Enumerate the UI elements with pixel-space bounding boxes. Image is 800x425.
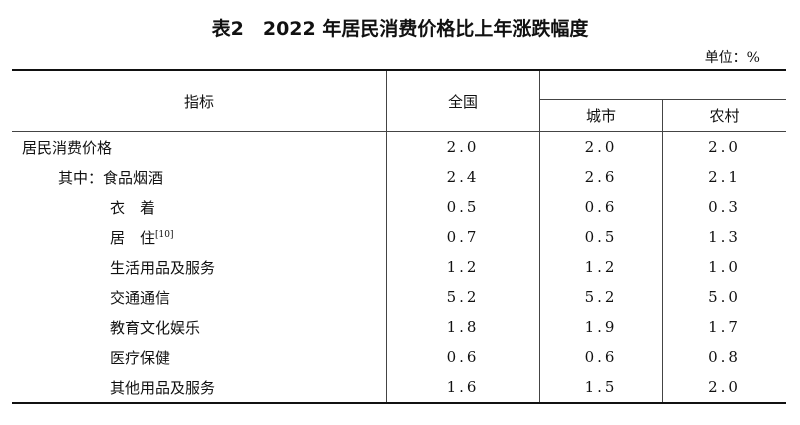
rural-value: 1.7 (663, 312, 787, 342)
rural-value-text: 2.0 (708, 378, 741, 396)
national-value: 2.0 (386, 131, 540, 162)
rural-value-text: 1.7 (708, 318, 741, 336)
rural-value-text: 5.0 (708, 288, 741, 306)
table-row: 衣 着 0.5 0.6 0.3 (12, 192, 786, 222)
national-value-text: 5.2 (446, 288, 480, 306)
rural-value-text: 0.3 (708, 198, 741, 216)
urban-value: 0.6 (539, 342, 663, 372)
table-row: 教育文化娱乐 1.8 1.9 1.7 (12, 312, 786, 342)
header-spacer (539, 69, 786, 100)
table-row: 生活用品及服务 1.2 1.2 1.0 (12, 252, 786, 282)
national-value: 1.2 (386, 252, 540, 282)
urban-value: 1.9 (539, 312, 663, 342)
rural-value: 2.1 (663, 162, 787, 192)
header-rural: 农村 (662, 99, 786, 132)
urban-value: 0.5 (539, 222, 663, 252)
urban-value-text: 2.6 (584, 168, 618, 186)
table-row: 交通通信 5.2 5.2 5.0 (12, 282, 786, 312)
row-label-text: 居 住 (110, 228, 156, 247)
footnote-ref: [10] (155, 229, 174, 240)
row-label: 医疗保健 (12, 342, 387, 372)
table-row: 居 住[10] 0.7 0.5 1.3 (12, 222, 786, 252)
rural-value: 1.0 (663, 252, 787, 282)
national-value: 1.8 (386, 312, 540, 342)
table-row: 其中：食品烟酒 2.4 2.6 2.1 (12, 162, 786, 192)
urban-value-text: 0.6 (584, 348, 618, 366)
row-label: 其他用品及服务 (12, 372, 387, 404)
urban-value: 2.0 (539, 131, 663, 162)
rural-value-text: 1.0 (708, 258, 741, 276)
row-label-text: 教育文化娱乐 (110, 318, 201, 337)
row-label: 居民消费价格 (12, 131, 387, 162)
row-label: 其中：食品烟酒 (12, 162, 387, 192)
national-value: 2.4 (386, 162, 540, 192)
header-national: 全国 (386, 69, 540, 132)
urban-value: 2.6 (539, 162, 663, 192)
national-value-text: 2.4 (446, 168, 480, 186)
national-value: 0.6 (386, 342, 540, 372)
national-value-text: 0.7 (446, 228, 480, 246)
national-value: 0.7 (386, 222, 540, 252)
table-row: 其他用品及服务 1.6 1.5 2.0 (12, 372, 786, 404)
urban-value-text: 5.2 (584, 288, 618, 306)
urban-value: 1.2 (539, 252, 663, 282)
urban-value: 1.5 (539, 372, 663, 404)
national-value-text: 1.8 (446, 318, 480, 336)
rural-value: 0.8 (663, 342, 787, 372)
national-value: 0.5 (386, 192, 540, 222)
rural-value: 2.0 (662, 131, 786, 162)
row-label: 居 住[10] (12, 222, 387, 252)
row-label-text: 其他用品及服务 (110, 378, 216, 397)
urban-value-text: 1.9 (584, 318, 618, 336)
rural-value: 0.3 (663, 192, 787, 222)
rural-value: 2.0 (662, 372, 786, 404)
national-value-text: 0.6 (446, 348, 480, 366)
national-value-text: 2.0 (446, 138, 480, 156)
row-label-text: 交通通信 (110, 288, 171, 307)
rural-value-text: 1.3 (708, 228, 741, 246)
row-label: 衣 着 (12, 192, 387, 222)
national-value-text: 0.5 (446, 198, 480, 216)
row-label-text: 生活用品及服务 (110, 258, 216, 277)
national-value: 5.2 (386, 282, 540, 312)
row-label: 教育文化娱乐 (12, 312, 387, 342)
urban-value-text: 1.2 (584, 258, 618, 276)
header-indicator: 指标 (12, 69, 387, 132)
urban-value: 5.2 (539, 282, 663, 312)
row-label: 生活用品及服务 (12, 252, 387, 282)
rural-value: 5.0 (663, 282, 787, 312)
row-label-text: 其中：食品烟酒 (58, 168, 164, 187)
national-value-text: 1.2 (446, 258, 480, 276)
row-label: 交通通信 (12, 282, 387, 312)
header-urban: 城市 (539, 99, 663, 132)
rural-value-text: 0.8 (708, 348, 741, 366)
rural-value-text: 2.1 (708, 168, 741, 186)
unit-label: 单位：% (704, 50, 760, 66)
national-value-text: 1.6 (446, 378, 480, 396)
row-label-text: 衣 着 (110, 198, 156, 217)
table-row: 医疗保健 0.6 0.6 0.8 (12, 342, 786, 372)
national-value: 1.6 (386, 372, 540, 404)
row-label-text: 医疗保健 (110, 348, 171, 367)
urban-value-text: 2.0 (584, 138, 618, 156)
urban-value: 0.6 (539, 192, 663, 222)
cpi-table: 指标 全国 城市 农村 居民消费价格 2.0 2.0 2.0 其中：食品烟酒 2.4 2.6… (12, 69, 786, 404)
urban-value-text: 0.5 (584, 228, 618, 246)
row-label-text: 居民消费价格 (22, 138, 113, 157)
urban-value-text: 0.6 (584, 198, 618, 216)
urban-value-text: 1.5 (584, 378, 618, 396)
table-row: 居民消费价格 2.0 2.0 2.0 (12, 131, 786, 162)
table-title: 表2 2022 年居民消费价格比上年涨跌幅度 (211, 18, 589, 40)
rural-value-text: 2.0 (708, 138, 741, 156)
rural-value: 1.3 (663, 222, 787, 252)
